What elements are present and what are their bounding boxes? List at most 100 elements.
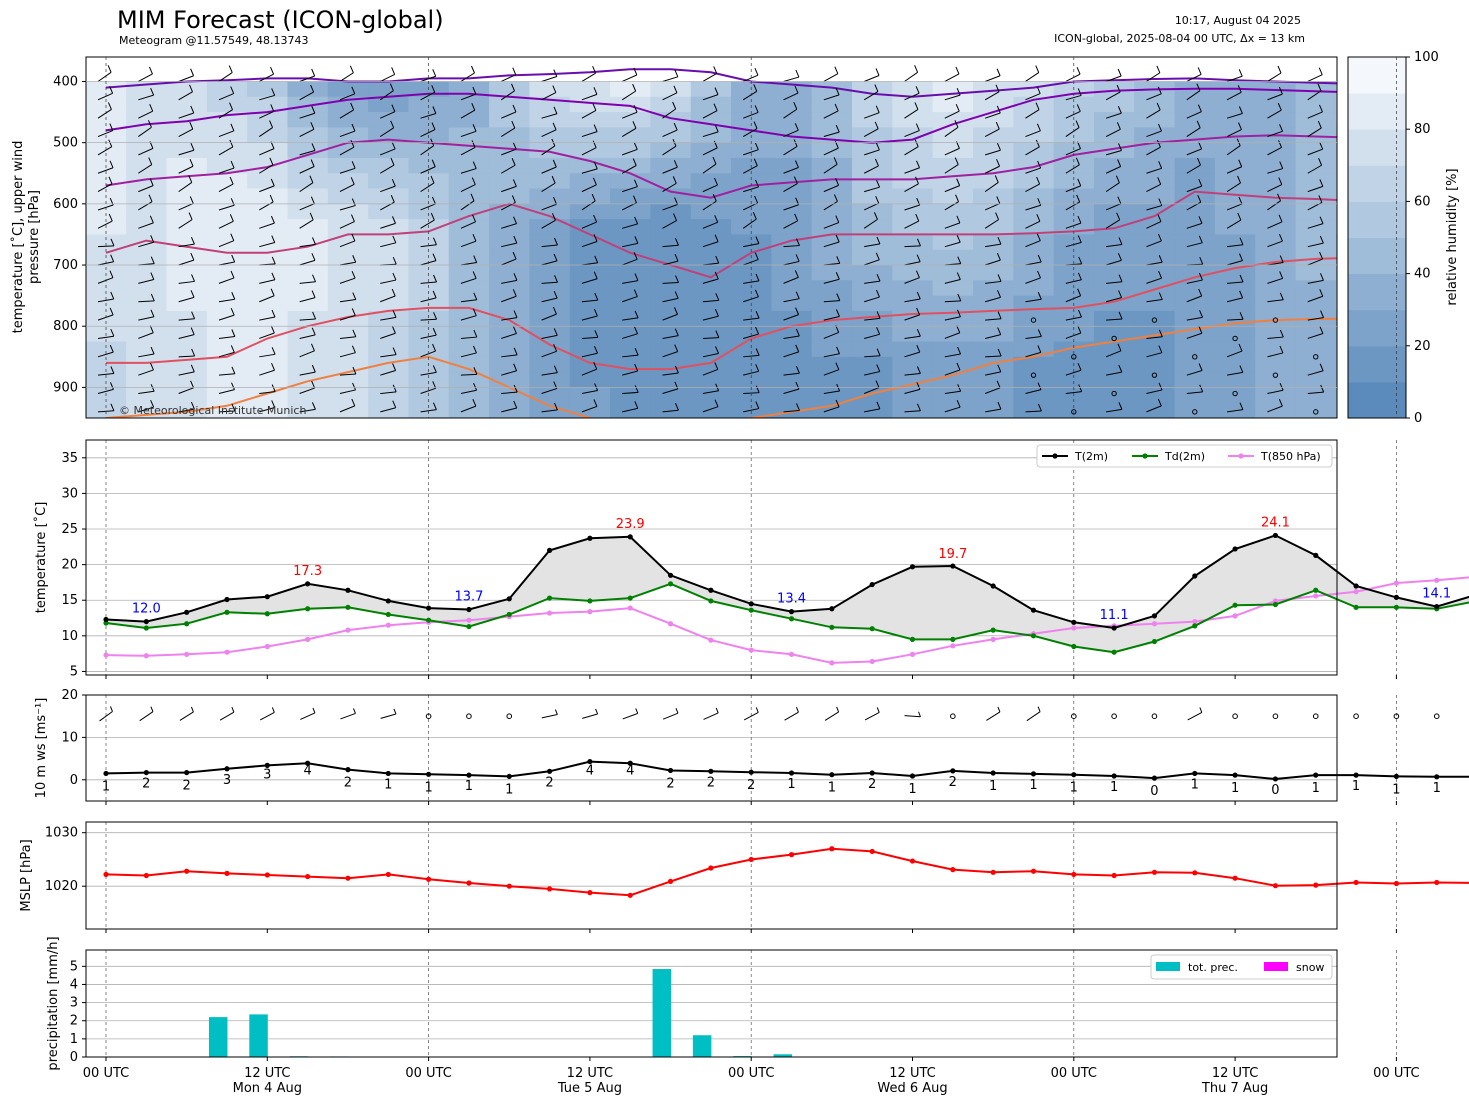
humidity-cell — [489, 203, 531, 220]
wind-barb — [541, 166, 557, 174]
humidity-cell — [852, 341, 893, 358]
t2m-point — [1151, 613, 1158, 619]
wind-barb-flag — [311, 343, 315, 352]
wind-barb — [178, 128, 194, 137]
wind-barb — [178, 334, 195, 339]
wind-barb — [460, 336, 477, 339]
wind-barb-flag — [470, 193, 475, 201]
humidity-cell — [690, 81, 732, 98]
wind-barb — [622, 186, 638, 193]
wind-barb-flag — [433, 274, 437, 283]
humidity-cell — [972, 96, 1014, 113]
humidity-cell — [1174, 341, 1216, 358]
humidity-cell — [852, 127, 893, 144]
wind-barb — [622, 148, 638, 156]
wind-barb — [501, 295, 517, 303]
humidity-cell — [731, 341, 772, 358]
temp-ytick-label: 15 — [61, 593, 78, 608]
wind-barb — [1025, 410, 1042, 413]
wind-barb-flag — [473, 383, 478, 391]
wind-barb — [380, 185, 396, 193]
wind-barb-flag — [392, 272, 397, 281]
wind-barb — [581, 131, 598, 138]
wind-barb — [380, 316, 397, 321]
humidity-cell — [368, 203, 410, 220]
wind-speed-label: 2 — [949, 775, 957, 790]
humidity-cell — [368, 326, 410, 343]
calm-marker — [1192, 354, 1198, 360]
colorbar-label: relative humidity [%] — [1445, 168, 1460, 305]
wind-barb — [944, 300, 961, 303]
wind-barb-flag — [392, 310, 397, 318]
humidity-cell — [529, 188, 571, 205]
humidity-cell — [166, 372, 208, 389]
wind-barb-flag — [149, 178, 154, 186]
humidity-cell — [690, 96, 732, 113]
wind-speed-label: 1 — [989, 779, 997, 794]
humidity-cell — [489, 249, 531, 266]
wind-barb — [823, 163, 838, 174]
wind-calm-marker — [1433, 713, 1440, 720]
humidity-cell — [1093, 173, 1135, 190]
wind-barb — [1105, 182, 1120, 193]
wind-barb — [581, 389, 598, 395]
wind-barb-flag — [1037, 403, 1042, 412]
humidity-cell — [1335, 341, 1337, 358]
humidity-cell — [771, 219, 813, 236]
wind-barb — [99, 711, 113, 722]
humidity-cell — [1013, 326, 1055, 343]
wind-barb-flag — [997, 290, 1001, 298]
humidity-cell — [1457, 326, 1469, 342]
wind-barb — [97, 130, 114, 138]
wind-barb — [783, 108, 798, 119]
humidity-cell — [368, 356, 410, 373]
wind-barb-flag — [390, 195, 395, 203]
wind-barb — [460, 109, 476, 119]
wind-barb — [1186, 279, 1203, 284]
humidity-cell — [811, 234, 853, 251]
wind-barb-flag — [674, 344, 679, 352]
wind-barb — [622, 370, 638, 376]
wind-barb-flag — [713, 103, 718, 111]
day-label: Thu 7 Aug — [1201, 1081, 1268, 1096]
humidity-cell — [327, 387, 369, 404]
humidity-cell — [489, 295, 531, 312]
wind-barb — [460, 299, 477, 303]
wind-barb — [904, 71, 918, 82]
humidity-cell — [569, 234, 611, 251]
wind-barb-flag — [1440, 68, 1443, 75]
wind-barb-flag — [431, 122, 436, 130]
mslp-point — [1111, 872, 1117, 879]
wind-barb — [662, 92, 678, 101]
wind-barb — [622, 333, 638, 339]
wind-barb-flag — [269, 120, 274, 128]
wind-speed-label: 2 — [142, 777, 150, 792]
wind-barb — [541, 714, 558, 719]
humidity-cell — [247, 112, 289, 128]
humidity-cell — [1053, 402, 1095, 418]
wind-barb — [783, 129, 799, 138]
wind-barb — [581, 184, 597, 193]
wind-barb — [420, 113, 437, 119]
wind-barb-flag — [1037, 382, 1042, 390]
wind-barb-flag — [351, 161, 356, 169]
wind-barb-flag — [1319, 104, 1323, 113]
wind-barb-flag — [553, 365, 558, 373]
wind-barb — [138, 241, 154, 248]
td2m-point — [305, 606, 311, 612]
humidity-cell — [1335, 402, 1337, 418]
wind-barb-flag — [311, 327, 316, 336]
wind-barb-flag — [390, 157, 395, 166]
wind-barb — [420, 334, 437, 339]
wind-barb — [218, 220, 234, 229]
t2m-point — [708, 587, 714, 593]
td2m-point — [587, 598, 593, 604]
colorbar-bin — [1348, 57, 1406, 94]
wind-barb — [904, 314, 920, 321]
precip-legend-swatch — [1156, 962, 1180, 971]
wind-barb — [138, 222, 154, 229]
upper-panel-frame — [85, 56, 1338, 419]
wind-barb-flag — [997, 236, 1002, 245]
wind-barb — [823, 316, 840, 321]
wind-barb — [823, 201, 838, 211]
